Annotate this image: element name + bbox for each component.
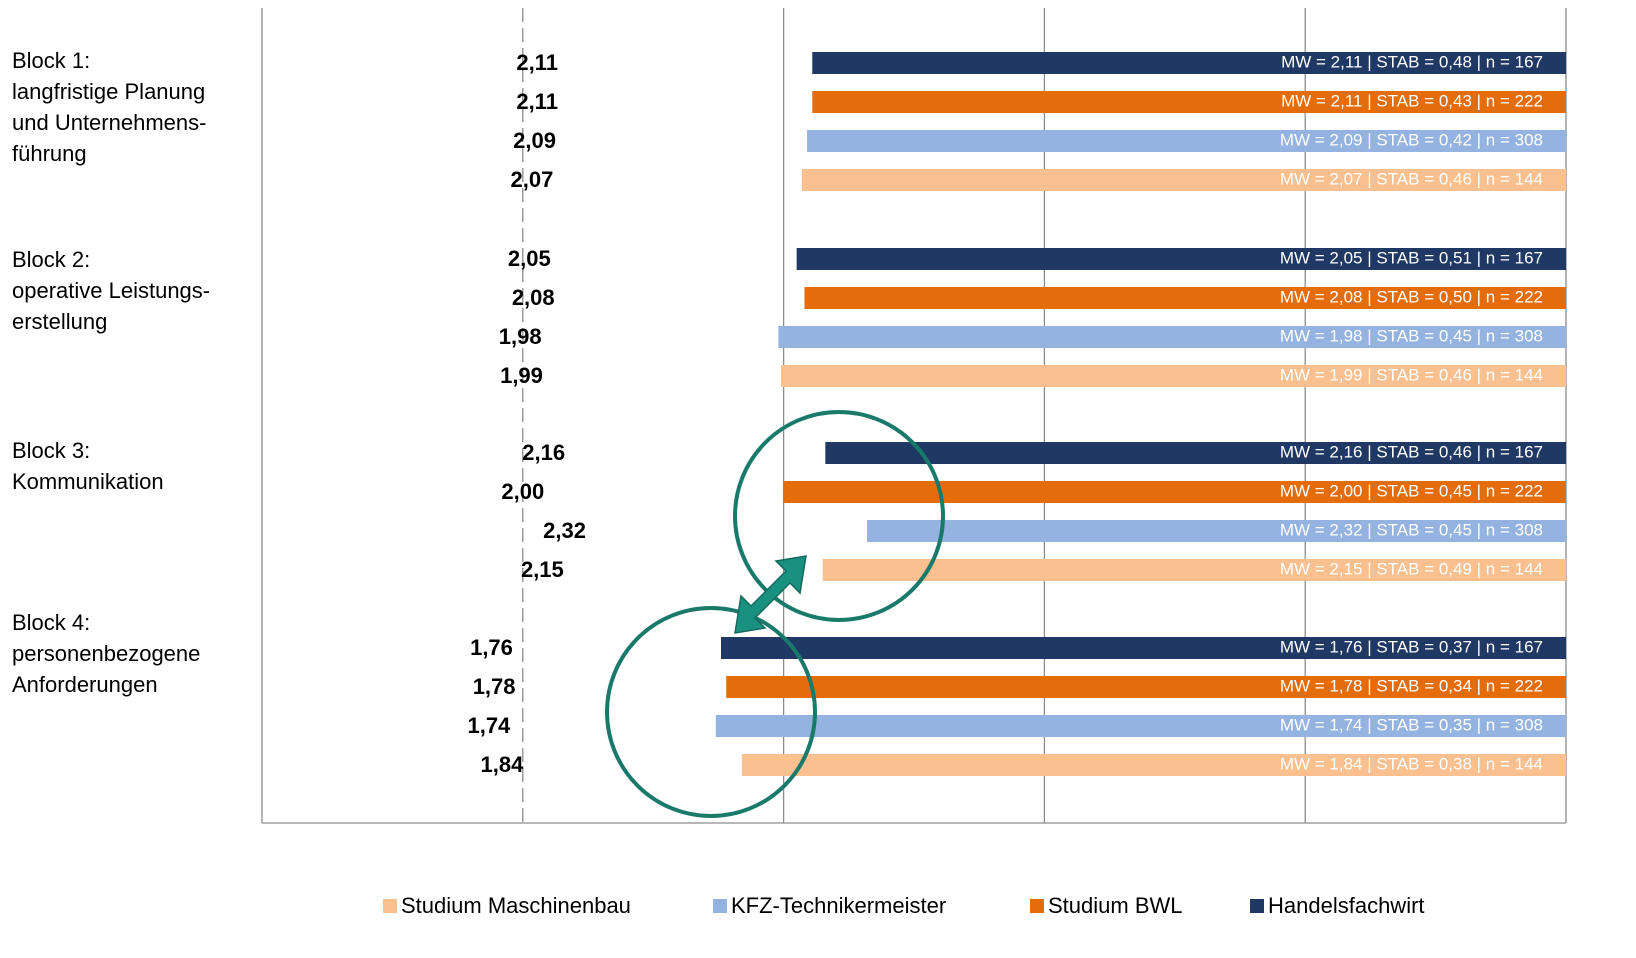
legend-label: Studium BWL bbox=[1048, 893, 1183, 918]
bar-label: MW = 1,84 | STAB = 0,38 | n = 144 bbox=[1280, 754, 1543, 773]
highlight-circle bbox=[605, 606, 817, 818]
legend-label: Studium Maschinenbau bbox=[401, 893, 631, 918]
plot: MW = 2,11 | STAB = 0,48 | n = 167 2,11 MW … bbox=[261, 8, 1567, 824]
legend-label: KFZ-Technikermeister bbox=[731, 893, 946, 918]
value-label: 2,07 bbox=[511, 167, 554, 192]
highlight-circle bbox=[733, 410, 945, 622]
bar-label: MW = 2,15 | STAB = 0,49 | n = 144 bbox=[1280, 559, 1543, 578]
bar bbox=[812, 52, 1566, 74]
bar-label: MW = 2,32 | STAB = 0,45 | n = 308 bbox=[1280, 520, 1543, 539]
value-label: 2,32 bbox=[543, 518, 586, 543]
bar-label: MW = 2,00 | STAB = 0,45 | n = 222 bbox=[1280, 481, 1543, 500]
value-label: 1,74 bbox=[467, 713, 511, 738]
category-label: Block 3: bbox=[12, 438, 90, 463]
bar-label: MW = 2,11 | STAB = 0,48 | n = 167 bbox=[1281, 52, 1543, 71]
double-arrow bbox=[734, 555, 807, 634]
value-label: 2,15 bbox=[521, 557, 564, 582]
legend-swatch bbox=[713, 899, 727, 913]
category-label: Block 4: bbox=[12, 610, 90, 635]
category-label: führung bbox=[12, 141, 87, 166]
bar bbox=[825, 442, 1566, 464]
category-label: Kommunikation bbox=[12, 469, 164, 494]
bar bbox=[807, 130, 1566, 152]
bar bbox=[778, 326, 1566, 348]
value-label: 1,78 bbox=[473, 674, 516, 699]
legend-swatch bbox=[383, 899, 397, 913]
bar-label: MW = 2,05 | STAB = 0,51 | n = 167 bbox=[1280, 248, 1543, 267]
value-label: 2,09 bbox=[513, 128, 556, 153]
bar bbox=[804, 287, 1566, 309]
value-label: 2,05 bbox=[508, 246, 551, 271]
bar-label: MW = 1,98 | STAB = 0,45 | n = 308 bbox=[1280, 326, 1543, 345]
category-label: Block 1: bbox=[12, 48, 90, 73]
value-label: 1,76 bbox=[470, 635, 513, 660]
bar bbox=[822, 559, 1566, 581]
category-label: Anforderungen bbox=[12, 672, 158, 697]
bar bbox=[741, 754, 1566, 776]
bar bbox=[721, 637, 1566, 659]
bar-label: MW = 2,16 | STAB = 0,46 | n = 167 bbox=[1280, 442, 1543, 461]
value-label: 2,00 bbox=[501, 479, 544, 504]
category-label: personenbezogene bbox=[12, 641, 200, 666]
bar bbox=[780, 365, 1566, 387]
bar-label: MW = 1,76 | STAB = 0,37 | n = 167 bbox=[1280, 637, 1543, 656]
bar bbox=[783, 481, 1566, 503]
legend-swatch bbox=[1250, 899, 1264, 913]
bar bbox=[796, 248, 1566, 270]
bar-label: MW = 1,74 | STAB = 0,35 | n = 308 bbox=[1280, 715, 1543, 734]
value-label: 1,98 bbox=[499, 324, 542, 349]
value-label: 2,08 bbox=[512, 285, 555, 310]
bar-label: MW = 1,78 | STAB = 0,34 | n = 222 bbox=[1280, 676, 1543, 695]
value-label: 1,84 bbox=[481, 752, 525, 777]
bar bbox=[715, 715, 1566, 737]
category-label: operative Leistungs- bbox=[12, 278, 210, 303]
bar-label: MW = 2,08 | STAB = 0,50 | n = 222 bbox=[1280, 287, 1543, 306]
bar-label: MW = 2,07 | STAB = 0,46 | n = 144 bbox=[1280, 169, 1543, 188]
value-label: 2,11 bbox=[516, 89, 558, 114]
bar bbox=[801, 169, 1566, 191]
category-label: und Unternehmens- bbox=[12, 110, 206, 135]
value-label: 1,99 bbox=[500, 363, 543, 388]
bar-label: MW = 2,11 | STAB = 0,43 | n = 222 bbox=[1281, 91, 1543, 110]
category-label: Block 2: bbox=[12, 247, 90, 272]
bar bbox=[812, 91, 1566, 113]
legend-label: Handelsfachwirt bbox=[1268, 893, 1425, 918]
bar bbox=[726, 676, 1566, 698]
bar-label: MW = 2,09 | STAB = 0,42 | n = 308 bbox=[1280, 130, 1543, 149]
bar bbox=[867, 520, 1566, 542]
annotation-shapes bbox=[605, 410, 945, 818]
value-label: 2,16 bbox=[522, 440, 565, 465]
legend-swatch bbox=[1030, 899, 1044, 913]
value-label: 2,11 bbox=[516, 50, 558, 75]
category-label: langfristige Planung bbox=[12, 79, 205, 104]
bar-label: MW = 1,99 | STAB = 0,46 | n = 144 bbox=[1280, 365, 1543, 384]
category-label: erstellung bbox=[12, 309, 107, 334]
